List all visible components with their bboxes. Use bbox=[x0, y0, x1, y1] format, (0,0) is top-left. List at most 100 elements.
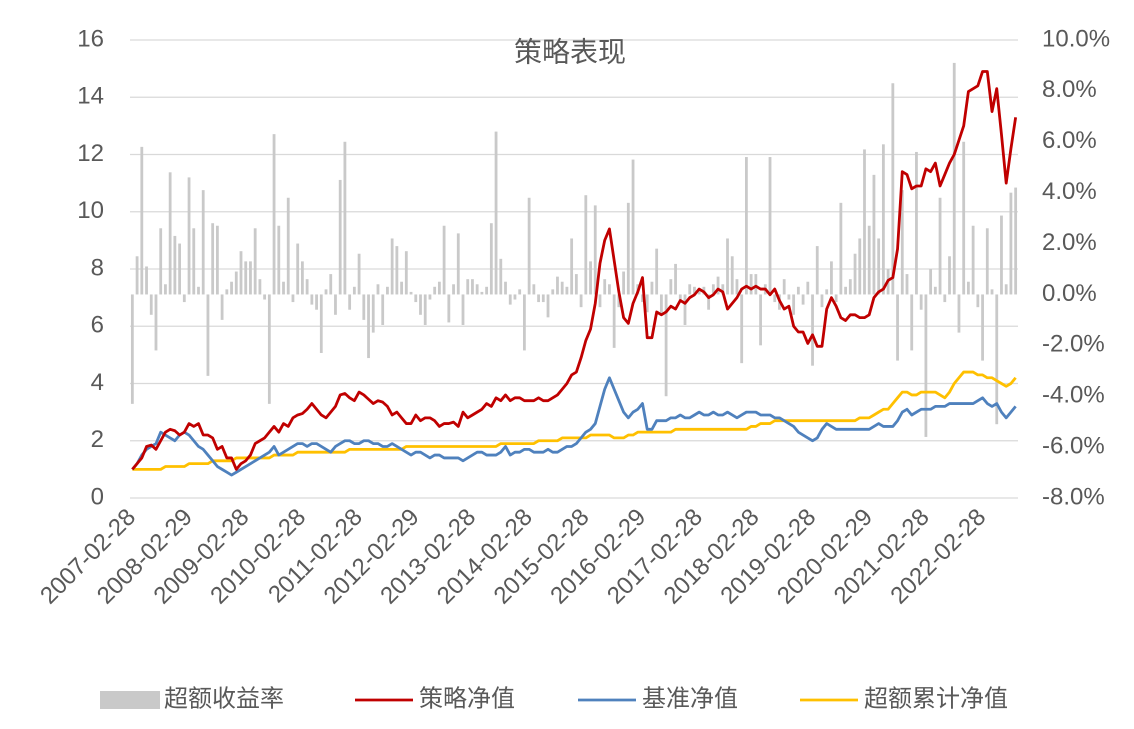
bar bbox=[249, 261, 252, 295]
bar bbox=[565, 286, 569, 295]
y2-tick-label: -4.0% bbox=[1042, 382, 1105, 409]
bar bbox=[258, 279, 262, 295]
bar bbox=[593, 205, 597, 295]
y-tick-label: 0 bbox=[91, 483, 104, 510]
line bbox=[131, 376, 1017, 477]
bar bbox=[192, 228, 196, 295]
bar bbox=[603, 279, 607, 295]
bar bbox=[537, 294, 540, 303]
bar bbox=[943, 294, 947, 303]
bar bbox=[570, 238, 574, 295]
bar bbox=[985, 228, 989, 295]
bar bbox=[234, 271, 238, 295]
chart-title: 策略表现 bbox=[514, 36, 626, 67]
y2-tick-label: -6.0% bbox=[1042, 432, 1105, 459]
bar bbox=[187, 177, 191, 295]
bar bbox=[409, 291, 413, 295]
y-tick-label: 4 bbox=[91, 369, 104, 396]
bar bbox=[272, 134, 276, 295]
bar bbox=[825, 289, 829, 295]
bar bbox=[211, 223, 215, 295]
bar bbox=[1000, 215, 1003, 295]
bar bbox=[915, 151, 918, 295]
bar bbox=[801, 294, 805, 305]
bar bbox=[754, 274, 758, 295]
bar bbox=[726, 238, 729, 295]
bar bbox=[225, 289, 229, 295]
bar bbox=[504, 281, 507, 295]
bar bbox=[173, 235, 177, 295]
bar bbox=[655, 248, 659, 295]
bar bbox=[792, 294, 796, 315]
bar bbox=[447, 294, 451, 323]
bar bbox=[697, 289, 701, 295]
bar bbox=[164, 284, 167, 295]
bar bbox=[664, 294, 668, 397]
line bbox=[131, 70, 1018, 471]
bar bbox=[929, 269, 933, 295]
legend-label: 基准净值 bbox=[642, 685, 738, 712]
bar bbox=[645, 294, 649, 313]
bar bbox=[608, 284, 611, 295]
bar bbox=[145, 266, 148, 295]
bar bbox=[452, 284, 455, 295]
bar bbox=[352, 286, 356, 295]
bar bbox=[952, 62, 956, 295]
bar bbox=[282, 281, 285, 295]
bar bbox=[1009, 192, 1013, 295]
bar bbox=[759, 294, 762, 346]
bar bbox=[867, 225, 871, 295]
bar bbox=[721, 284, 725, 295]
bar bbox=[579, 294, 583, 308]
bar bbox=[182, 294, 186, 303]
y-tick-label: 6 bbox=[91, 312, 104, 339]
bar bbox=[820, 294, 824, 308]
bar bbox=[419, 294, 422, 315]
bar bbox=[674, 263, 677, 295]
bar bbox=[574, 274, 578, 295]
bar bbox=[1004, 284, 1008, 295]
y2-tick-label: -2.0% bbox=[1042, 331, 1105, 358]
bar bbox=[286, 197, 290, 295]
bar bbox=[315, 294, 318, 310]
bar bbox=[367, 294, 370, 359]
bar bbox=[678, 294, 682, 303]
bar bbox=[178, 243, 181, 295]
bar bbox=[617, 294, 621, 308]
y-tick-label: 12 bbox=[77, 140, 104, 167]
legend-label: 超额累计净值 bbox=[864, 685, 1008, 712]
bar bbox=[267, 294, 271, 404]
bar bbox=[811, 294, 814, 366]
bar bbox=[924, 294, 928, 437]
bar bbox=[541, 294, 545, 303]
bar bbox=[253, 228, 257, 295]
bar bbox=[584, 195, 588, 295]
bar bbox=[499, 258, 503, 295]
y2-tick-label: 0.0% bbox=[1042, 280, 1097, 307]
bar bbox=[239, 251, 243, 295]
bar bbox=[357, 253, 361, 295]
bar bbox=[844, 286, 847, 295]
bar bbox=[319, 294, 323, 353]
bar bbox=[461, 294, 465, 325]
y2-tick-label: 8.0% bbox=[1042, 76, 1097, 103]
bar bbox=[466, 279, 470, 295]
bar bbox=[404, 251, 408, 295]
bar bbox=[489, 223, 493, 295]
bar bbox=[442, 225, 446, 295]
y2-tick-label: 10.0% bbox=[1042, 25, 1110, 52]
bar bbox=[995, 294, 999, 425]
bar bbox=[513, 294, 517, 300]
bar bbox=[693, 286, 696, 295]
bar bbox=[967, 281, 970, 295]
bar bbox=[650, 281, 654, 295]
bar bbox=[305, 279, 309, 295]
bar bbox=[518, 289, 522, 295]
bar bbox=[976, 294, 980, 308]
legend-label: 超额收益率 bbox=[164, 685, 284, 712]
bar bbox=[957, 294, 961, 333]
bar bbox=[135, 256, 139, 295]
bar bbox=[348, 294, 352, 310]
bar bbox=[395, 246, 399, 295]
